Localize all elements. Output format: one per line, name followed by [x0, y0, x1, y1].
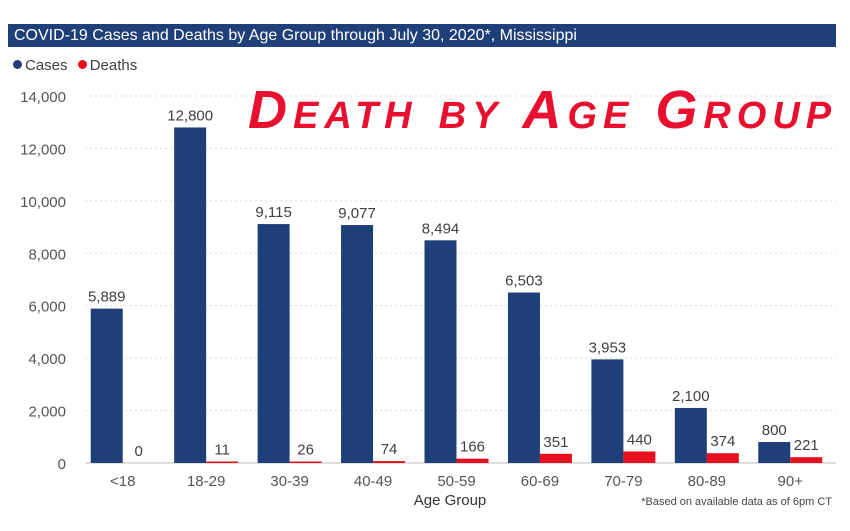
bar-cases	[674, 407, 707, 463]
y-tick-label: 2,000	[28, 404, 66, 421]
overlay-title: Death by Age Group	[248, 80, 838, 140]
y-tick-label: 12,000	[20, 141, 66, 158]
bar-deaths	[373, 461, 406, 463]
y-tick-label: 10,000	[20, 194, 66, 211]
bar-cases	[90, 308, 123, 463]
data-label-deaths: 0	[135, 443, 143, 460]
footnote: *Based on available data as of 6pm CT	[641, 496, 832, 508]
x-tick-label: 80-89	[688, 473, 726, 490]
bar-deaths	[790, 457, 823, 463]
y-tick-label: 6,000	[28, 299, 66, 316]
bar-cases	[424, 240, 457, 463]
x-tick-label: 50-59	[437, 473, 475, 490]
x-tick-label: 40-49	[354, 473, 392, 490]
data-label-cases: 9,115	[255, 204, 291, 221]
data-label-cases: 9,077	[338, 205, 376, 222]
y-tick-label: 4,000	[28, 351, 66, 368]
data-label-cases: 800	[762, 422, 787, 439]
data-label-cases: 3,953	[589, 339, 627, 356]
y-tick-label: 14,000	[20, 89, 66, 106]
data-label-deaths: 440	[627, 431, 652, 448]
data-label-deaths: 351	[543, 434, 568, 451]
x-axis-title: Age Group	[413, 492, 487, 509]
legend-swatch-cases	[13, 60, 22, 69]
data-label-cases: 12,800	[167, 107, 213, 124]
bar-cases	[758, 442, 791, 463]
legend-swatch-deaths	[77, 60, 87, 69]
bar-deaths	[706, 453, 739, 463]
data-label-deaths: 221	[794, 437, 819, 454]
data-label-cases: 2,100	[672, 388, 710, 405]
bar-cases	[257, 224, 290, 463]
legend-item-cases: Cases	[13, 57, 68, 74]
x-tick-label: 90+	[778, 473, 804, 490]
bar-deaths	[289, 461, 322, 463]
legend-label-cases: Cases	[25, 57, 68, 74]
legend-label-deaths: Deaths	[89, 57, 138, 74]
data-label-deaths: 166	[460, 439, 485, 456]
x-tick-label: <18	[110, 473, 135, 490]
bar-cases	[507, 292, 540, 463]
x-tick-label: 70-79	[604, 473, 642, 490]
data-label-deaths: 74	[381, 441, 398, 458]
bar-deaths	[539, 453, 572, 463]
data-label-deaths: 374	[710, 433, 735, 450]
data-label-cases: 6,503	[505, 273, 543, 290]
data-label-cases: 8,494	[422, 220, 460, 237]
x-tick-label: 30-39	[270, 473, 308, 490]
bar-deaths	[206, 461, 239, 463]
data-label-deaths: 26	[297, 442, 314, 459]
bar-deaths	[456, 458, 489, 463]
x-tick-label: 18-29	[187, 473, 225, 490]
data-label-cases: 5,889	[88, 289, 126, 306]
legend-item-deaths: Deaths	[77, 57, 138, 74]
y-tick-label: 0	[58, 456, 66, 473]
data-label-deaths: 11	[214, 442, 230, 459]
bar-cases	[341, 225, 374, 463]
legend: Cases Deaths	[13, 57, 143, 74]
bar-deaths	[623, 451, 656, 463]
chart-title: COVID-19 Cases and Deaths by Age Group t…	[8, 24, 836, 47]
bar-cases	[591, 359, 624, 463]
bar-cases	[174, 127, 207, 463]
y-tick-label: 8,000	[28, 246, 66, 263]
x-tick-label: 60-69	[521, 473, 559, 490]
